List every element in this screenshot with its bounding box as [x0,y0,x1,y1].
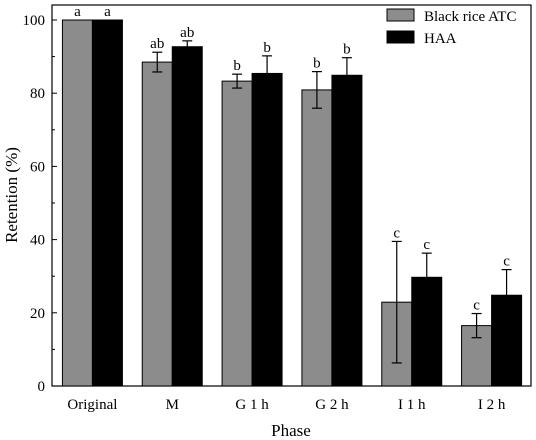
x-tick-label-m: M [166,397,179,413]
significance-label-black-rice-atc-i-2-h: c [473,298,480,314]
significance-label-black-rice-atc-g-2-h: b [313,56,321,72]
bar-haa-g-2-h [331,74,363,387]
y-tick-label: 40 [30,233,45,249]
legend-swatch-haa [386,30,415,44]
significance-label-haa-m: ab [180,25,194,41]
y-tick-label: 100 [23,13,46,29]
legend: Black rice ATC HAA [386,8,516,47]
legend-swatch-black-rice-atc [386,8,415,22]
bar-haa-m [171,46,203,387]
error-bars-layer [152,40,512,364]
significance-labels-layer: a ab b b c c a ab b b c c [74,4,510,314]
bar-black-rice-atc-g-1-h [221,80,253,387]
significance-label-haa-g-2-h: b [343,42,351,58]
plot-frame [51,4,532,387]
bar-black-rice-atc-original [61,19,93,387]
legend-label-haa: HAA [424,31,457,47]
significance-label-haa-original: a [104,4,111,20]
y-axis-title: Retention (%) [2,147,21,243]
significance-label-black-rice-atc-original: a [74,4,81,20]
x-tick-label-i-2-h: I 2 h [478,397,506,413]
bar-black-rice-atc-g-2-h [301,89,333,387]
significance-label-black-rice-atc-m: ab [150,36,164,52]
y-tick-label: 20 [30,306,45,322]
y-axis: 0 20 40 60 80 100 [23,13,57,395]
significance-label-black-rice-atc-i-1-h: c [393,225,400,241]
y-tick-label: 80 [30,86,45,102]
significance-label-haa-i-2-h: c [503,254,510,270]
bars-layer [61,19,523,387]
significance-label-haa-g-1-h: b [263,40,271,56]
y-tick-label: 0 [38,379,46,395]
y-tick-label: 60 [30,159,45,175]
bar-black-rice-atc-m [141,61,173,387]
legend-label-black-rice-atc: Black rice ATC [424,9,516,25]
significance-label-haa-i-1-h: c [423,237,430,253]
x-tick-label-g-1-h: G 1 h [235,397,269,413]
x-tick-label-i-1-h: I 1 h [398,397,426,413]
significance-label-black-rice-atc-g-1-h: b [233,58,241,74]
bar-haa-g-1-h [251,72,283,387]
x-axis-title: Phase [271,421,311,440]
bar-haa-original [91,19,123,387]
x-tick-label-g-2-h: G 2 h [315,397,349,413]
x-tick-label-original: Original [67,397,117,413]
